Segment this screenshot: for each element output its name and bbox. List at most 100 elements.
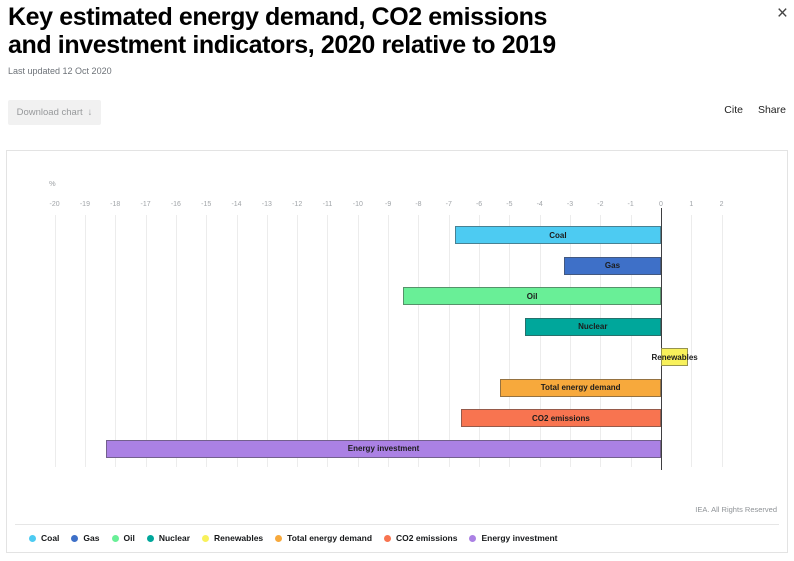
bar-label: Gas: [604, 261, 621, 270]
x-axis-tick-label: -17: [140, 201, 151, 208]
legend-label: Renewables: [214, 533, 264, 543]
gridline: [84, 215, 86, 467]
gridline: [691, 215, 693, 467]
gridline: [539, 215, 541, 467]
bar-oil[interactable]: Oil: [403, 287, 661, 305]
legend-item-energy-investment[interactable]: Energy investment: [469, 533, 558, 543]
x-axis-tick-label: -19: [79, 201, 90, 208]
x-axis-tick-label: -5: [506, 201, 513, 208]
bar-label: Oil: [526, 291, 538, 301]
legend-label: Total energy demand: [287, 533, 373, 543]
legend-item-gas[interactable]: Gas: [71, 533, 100, 543]
x-axis-tick-label: -6: [475, 201, 483, 208]
x-axis-tick-label: -7: [445, 201, 452, 208]
x-axis-tick-label: -18: [110, 201, 121, 208]
bar-label: CO2 emissions: [532, 413, 590, 423]
legend-item-renewables[interactable]: Renewables: [202, 533, 263, 543]
bar-coal[interactable]: Coal: [454, 226, 661, 244]
gridline: [206, 215, 208, 467]
gridline: [175, 215, 177, 467]
legend-dot-icon: [29, 534, 36, 542]
download-chart-label: Download chart: [16, 107, 83, 118]
bar-label: Energy investment: [347, 444, 420, 453]
legend-label: Energy investment: [481, 533, 558, 543]
gridline: [509, 215, 511, 467]
share-button[interactable]: Share: [757, 104, 786, 116]
gridline: [479, 215, 481, 467]
gridline: [570, 215, 572, 467]
close-icon[interactable]: ×: [776, 3, 788, 24]
gridline: [721, 215, 723, 467]
x-axis-tick-label: -14: [231, 201, 242, 208]
x-axis-tick-label: -1: [627, 201, 634, 208]
legend-label: Coal: [41, 533, 60, 543]
legend-item-nuclear[interactable]: Nuclear: [146, 533, 191, 543]
cite-button[interactable]: Cite: [724, 104, 743, 116]
gridline: [357, 215, 359, 467]
axis-unit-label: %: [49, 179, 56, 188]
legend-item-oil[interactable]: Oil: [111, 533, 135, 543]
x-axis-tick-label: -20: [49, 201, 60, 208]
x-axis-tick-label: -3: [566, 201, 574, 208]
x-axis-tick-label: -15: [201, 201, 212, 208]
bar-label: Total energy demand: [540, 383, 621, 392]
zero-axis-line: [661, 208, 662, 470]
bar-nuclear[interactable]: Nuclear: [524, 317, 661, 336]
gridline: [54, 215, 56, 467]
legend-label: Oil: [123, 533, 135, 543]
legend-dot-icon: [275, 534, 283, 542]
gridline: [297, 215, 299, 467]
x-axis-tick-label: 0: [659, 201, 663, 208]
x-axis-tick-label: -2: [597, 201, 604, 208]
legend-item-total-energy-demand[interactable]: Total energy demand: [275, 533, 372, 543]
gridline: [418, 215, 420, 467]
download-arrow-icon: ↓: [87, 107, 93, 118]
last-updated-text: Last updated 12 Oct 2020: [8, 66, 112, 76]
gridline: [448, 215, 450, 467]
legend-dot-icon: [384, 534, 392, 542]
gridline: [266, 215, 268, 467]
x-axis-tick-label: -11: [322, 201, 333, 208]
legend-label: CO2 emissions: [396, 533, 458, 543]
gridline: [145, 215, 147, 467]
x-axis-tick-label: -12: [292, 201, 303, 208]
legend-dot-icon: [111, 534, 119, 542]
legend-dot-icon: [202, 534, 210, 542]
gridline: [327, 215, 329, 467]
chart-legend: Coal Gas Oil Nuclear Renewables Total energy …: [29, 533, 558, 543]
gridline: [630, 215, 632, 467]
x-axis-tick-label: 2: [719, 201, 724, 208]
download-chart-button[interactable]: Download chart ↓: [8, 100, 101, 125]
x-axis-tick-label: -4: [536, 201, 543, 208]
page-title-line1: Key estimated energy demand, CO2 emissio…: [8, 3, 547, 31]
gridline: [236, 215, 238, 467]
bar-total-energy-demand[interactable]: Total energy demand: [500, 378, 661, 397]
bar-gas[interactable]: Gas: [563, 256, 661, 275]
x-axis-tick-label: -8: [415, 201, 422, 208]
bar-label: Nuclear: [578, 322, 608, 331]
bar-energy-investment[interactable]: Energy investment: [106, 439, 661, 458]
legend-label: Gas: [83, 533, 100, 543]
legend-dot-icon: [71, 534, 79, 542]
legend-item-coal[interactable]: Coal: [29, 533, 59, 543]
copyright-text: IEA. All Rights Reserved: [695, 505, 777, 514]
plot-area: -20 -19 -18 -17 -16 -15 -14 -13 -12 -11 -1 0 -9 -8 -7 -…: [7, 151, 787, 552]
x-axis-tick-label: -16: [170, 201, 181, 208]
bar-renewables[interactable]: Renewables: [652, 348, 698, 366]
legend-label: Nuclear: [158, 533, 191, 543]
chart-card: % -20 -19 -18 -17 -16 -15 -14 -13 -12 -11 -10 -9 -8-…: [6, 150, 788, 553]
gridline: [115, 215, 117, 467]
bar-co2-emissions[interactable]: CO2 emissions: [460, 409, 661, 427]
legend-divider: [15, 524, 779, 525]
gridline: [600, 215, 602, 467]
legend-item-co2-emissions[interactable]: CO2 emissions: [384, 533, 457, 543]
bar-label: Renewables: [651, 352, 698, 362]
gridline: [388, 215, 390, 467]
legend-dot-icon: [469, 534, 477, 542]
bar-label: Coal: [549, 230, 567, 240]
page-title-line2: and investment indicators, 2020 relative…: [8, 31, 556, 59]
x-axis-tick-label: 1: [689, 201, 694, 208]
x-axis-tick-label: -13: [261, 201, 272, 208]
x-axis-tick-label: -9: [384, 201, 392, 208]
